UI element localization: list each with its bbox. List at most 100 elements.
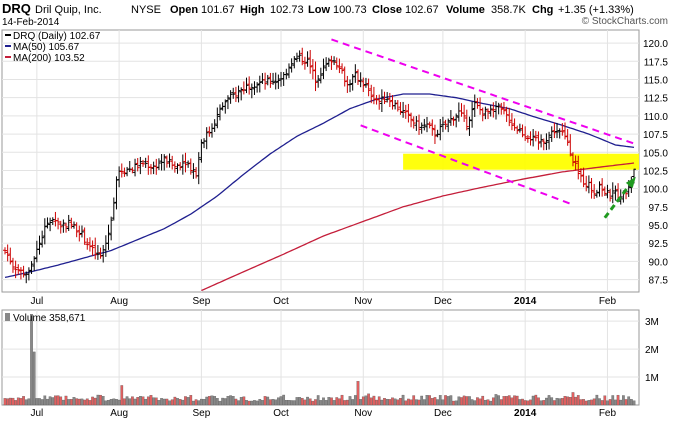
volume-bar [59, 396, 63, 406]
volume-tick-label: 2M [645, 345, 659, 356]
volume-bar [476, 397, 479, 406]
volume-bar [619, 399, 623, 406]
quote-date: 14-Feb-2014 [2, 17, 60, 28]
volume-bar [420, 395, 424, 406]
price-bar [592, 184, 597, 199]
volume-bar [269, 399, 272, 406]
volume-bar [88, 400, 92, 406]
price-bar [244, 77, 249, 94]
price-bar [379, 89, 384, 113]
volume-bar [422, 399, 426, 406]
price-bar [32, 256, 37, 271]
price-annotations-front [331, 38, 636, 219]
price-bar [491, 102, 496, 118]
volume-grid [2, 310, 639, 405]
volume-bar [460, 397, 463, 406]
price-bar [247, 76, 252, 95]
volume-bar [529, 399, 532, 406]
price-bar [329, 55, 334, 70]
price-bar [324, 57, 329, 72]
volume-bar [205, 396, 209, 406]
price-bar [26, 267, 31, 281]
price-bar [499, 102, 504, 115]
volume-bars [3, 314, 636, 406]
volume-bar [239, 397, 243, 406]
volume-bar [438, 395, 442, 406]
price-bar [403, 104, 408, 119]
volume-bar [27, 398, 31, 406]
volume-bar [338, 398, 341, 406]
volume-bar [93, 397, 97, 406]
price-bar [284, 68, 289, 80]
volume-bar [245, 400, 248, 406]
volume-bar [24, 399, 28, 406]
price-bar [236, 85, 241, 103]
price-bar [300, 47, 305, 66]
volume-bar [35, 398, 39, 406]
volume-bar [104, 400, 108, 406]
volume-bar [372, 395, 376, 406]
volume-bar [107, 399, 110, 406]
volume-bar [481, 395, 485, 406]
price-bar [265, 74, 270, 86]
volume-bar [202, 399, 206, 406]
price-bar [196, 152, 201, 185]
volume-bar [154, 397, 158, 406]
price-tick-label: 105.0 [643, 148, 668, 159]
price-bar [156, 158, 161, 171]
price-bar [249, 83, 254, 99]
volume-bar [592, 398, 596, 406]
volume-bar [162, 398, 166, 406]
volume-bar [327, 397, 331, 406]
price-bar [358, 72, 363, 88]
volume-bar [306, 396, 309, 406]
volume-bar [627, 396, 631, 406]
price-tick-label: 120.0 [643, 39, 668, 50]
price-bar [228, 90, 233, 104]
volume-bar [393, 398, 397, 406]
volume-panel: 1M 2M 3M Volume 358,671 [1, 309, 659, 406]
price-bar [589, 178, 594, 199]
month-label: Sep [192, 296, 210, 307]
volume-bar [314, 399, 317, 406]
volume-bar [497, 395, 500, 406]
price-bar [217, 104, 222, 121]
price-bar [565, 129, 570, 146]
volume-bar [194, 399, 198, 406]
price-bar [167, 153, 172, 168]
price-bar [401, 101, 406, 118]
volume-bar [388, 399, 392, 406]
month-labels-volume: Jul Aug Sep Oct Nov Dec 2014 Feb [30, 408, 616, 419]
price-bar [536, 131, 541, 150]
volume-bar [208, 396, 211, 406]
volume-bar [507, 395, 511, 406]
price-bar [212, 119, 217, 133]
ma200-line [201, 162, 635, 292]
price-bar [21, 265, 26, 278]
volume-bar [407, 398, 410, 406]
price-bar [432, 124, 437, 144]
price-bar [430, 119, 435, 136]
quote-open-label: Open [170, 4, 198, 16]
price-bar [507, 107, 512, 127]
price-bar [544, 133, 549, 151]
price-tick-label: 112.5 [644, 94, 669, 105]
price-bar [225, 95, 230, 110]
volume-bar [311, 400, 315, 406]
volume-bar [70, 399, 73, 406]
volume-bar [568, 397, 572, 406]
volume-bar [484, 399, 487, 406]
price-bar [517, 123, 522, 133]
volume-bar [574, 396, 577, 406]
volume-bar [14, 400, 17, 406]
price-bar [133, 158, 138, 177]
volume-bar [215, 398, 219, 406]
volume-bar [598, 398, 601, 406]
price-tick-label: 110.0 [644, 112, 669, 123]
volume-bar [221, 397, 224, 406]
price-bar [385, 92, 390, 103]
price-bar [584, 175, 589, 192]
price-bar [568, 134, 573, 157]
price-bar [204, 127, 209, 150]
volume-bar [40, 399, 44, 406]
